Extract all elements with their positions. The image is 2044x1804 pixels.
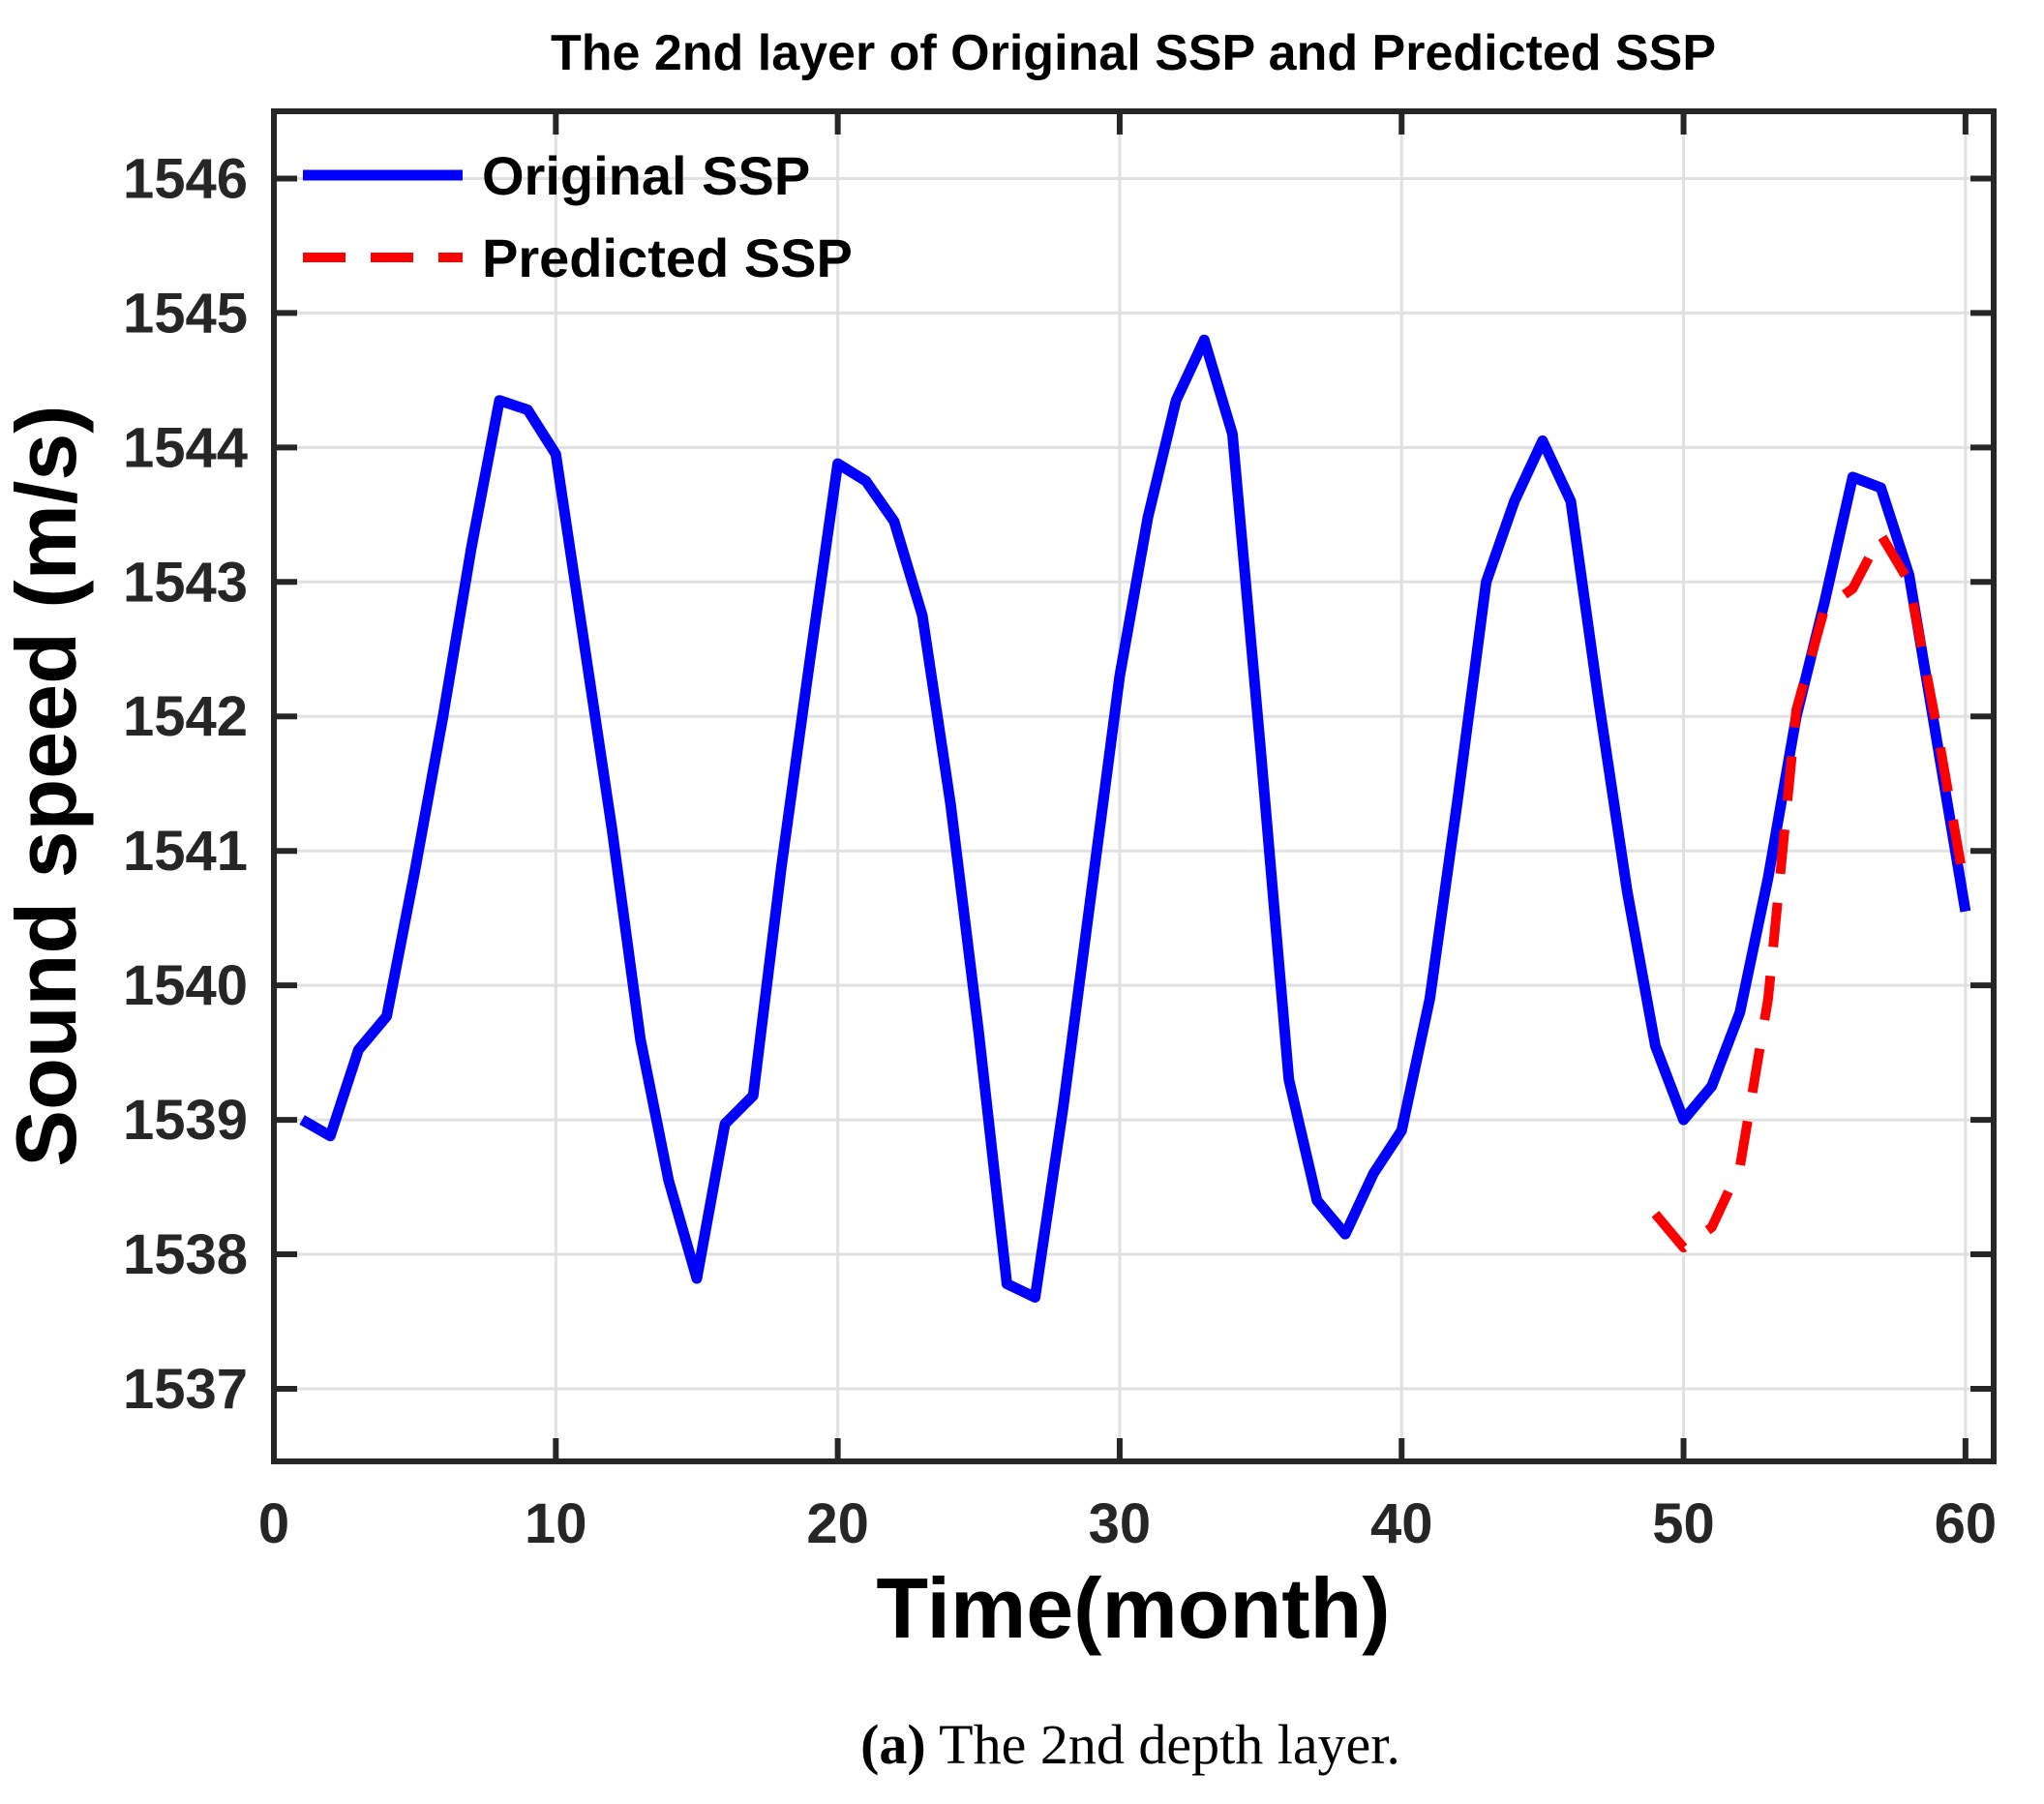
x-tick-label: 60: [1935, 1492, 1998, 1555]
y-tick-label: 1546: [123, 147, 248, 210]
figure-caption-text: The 2nd depth layer.: [926, 1713, 1400, 1776]
tick-marks-layer: [271, 111, 1994, 1461]
figure-caption: (a) The 2nd depth layer.: [860, 1713, 1400, 1776]
x-tick-label: 30: [1089, 1492, 1152, 1555]
data-series-layer: [299, 334, 1971, 1303]
chart-title: The 2nd layer of Original SSP and Predic…: [551, 25, 1716, 81]
y-tick-label: 1542: [123, 685, 248, 748]
y-tick-label: 1538: [123, 1223, 248, 1286]
axes-border: [271, 108, 1997, 1464]
y-tick-label: 1541: [123, 820, 248, 883]
legend: Original SSP Predicted SSP: [303, 145, 853, 288]
x-tick-label: 10: [525, 1492, 587, 1555]
tick-labels-layer: 0 10 20 30 40 50 60 1537 1538 1539 1540 1541 1542 154…: [123, 147, 1997, 1555]
y-tick-label: 1544: [123, 416, 248, 479]
y-tick-label: 1540: [123, 954, 248, 1017]
y-tick-label: 1543: [123, 551, 248, 614]
series-original-ssp-line: [299, 334, 1971, 1303]
x-tick-label: 50: [1652, 1492, 1715, 1555]
x-tick-label: 0: [258, 1492, 289, 1555]
legend-original-label: Original SSP: [482, 145, 810, 206]
x-tick-label: 20: [806, 1492, 869, 1555]
legend-predicted-label: Predicted SSP: [482, 227, 853, 288]
y-tick-label: 1545: [123, 282, 248, 345]
figure-caption-index: (a): [860, 1713, 926, 1776]
axes-border-layer: [271, 108, 1997, 1464]
x-tick-label: 40: [1370, 1492, 1433, 1555]
y-axis-label: Sound speed (m/s): [0, 405, 94, 1166]
x-axis-label: Time(month): [876, 1560, 1390, 1656]
y-tick-label: 1537: [123, 1358, 248, 1421]
grid-layer: [274, 111, 1994, 1461]
y-tick-label: 1539: [123, 1089, 248, 1152]
series-predicted-ssp-line: [1651, 529, 1970, 1253]
